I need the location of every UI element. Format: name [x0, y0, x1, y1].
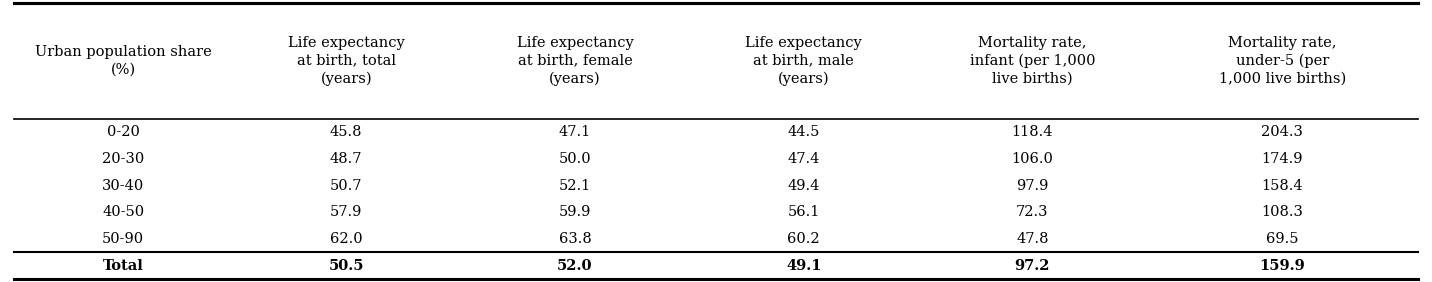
Text: 47.8: 47.8 — [1017, 232, 1048, 246]
Text: 0-20: 0-20 — [106, 125, 139, 139]
Text: Life expectancy
at birth, male
(years): Life expectancy at birth, male (years) — [745, 36, 862, 86]
Text: 159.9: 159.9 — [1259, 259, 1305, 273]
Text: 56.1: 56.1 — [788, 205, 821, 219]
Text: Total: Total — [103, 259, 143, 273]
Text: 72.3: 72.3 — [1017, 205, 1048, 219]
Text: 47.1: 47.1 — [558, 125, 591, 139]
Text: 50.0: 50.0 — [558, 152, 591, 166]
Text: 57.9: 57.9 — [329, 205, 362, 219]
Text: 60.2: 60.2 — [788, 232, 821, 246]
Text: 40-50: 40-50 — [102, 205, 145, 219]
Text: 174.9: 174.9 — [1262, 152, 1303, 166]
Text: 97.9: 97.9 — [1017, 179, 1048, 193]
Text: 118.4: 118.4 — [1011, 125, 1053, 139]
Text: 30-40: 30-40 — [102, 179, 145, 193]
Text: 63.8: 63.8 — [558, 232, 591, 246]
Text: 50-90: 50-90 — [102, 232, 145, 246]
Text: Life expectancy
at birth, total
(years): Life expectancy at birth, total (years) — [288, 36, 405, 86]
Text: 158.4: 158.4 — [1262, 179, 1303, 193]
Text: Mortality rate,
infant (per 1,000
live births): Mortality rate, infant (per 1,000 live b… — [969, 36, 1095, 86]
Text: 50.5: 50.5 — [328, 259, 364, 273]
Text: 106.0: 106.0 — [1011, 152, 1054, 166]
Text: 204.3: 204.3 — [1262, 125, 1303, 139]
Text: 45.8: 45.8 — [329, 125, 362, 139]
Text: 48.7: 48.7 — [329, 152, 362, 166]
Text: 44.5: 44.5 — [788, 125, 821, 139]
Text: 62.0: 62.0 — [329, 232, 362, 246]
Text: 20-30: 20-30 — [102, 152, 145, 166]
Text: 50.7: 50.7 — [329, 179, 362, 193]
Text: 49.1: 49.1 — [786, 259, 822, 273]
Text: 59.9: 59.9 — [558, 205, 591, 219]
Text: 69.5: 69.5 — [1266, 232, 1299, 246]
Text: 47.4: 47.4 — [788, 152, 821, 166]
Text: 108.3: 108.3 — [1262, 205, 1303, 219]
Text: 52.0: 52.0 — [557, 259, 593, 273]
Text: Urban population share
(%): Urban population share (%) — [34, 45, 212, 77]
Text: 97.2: 97.2 — [1015, 259, 1050, 273]
Text: Mortality rate,
under-5 (per
1,000 live births): Mortality rate, under-5 (per 1,000 live … — [1219, 36, 1346, 86]
Text: 49.4: 49.4 — [788, 179, 821, 193]
Text: 52.1: 52.1 — [558, 179, 591, 193]
Text: Life expectancy
at birth, female
(years): Life expectancy at birth, female (years) — [517, 36, 633, 86]
